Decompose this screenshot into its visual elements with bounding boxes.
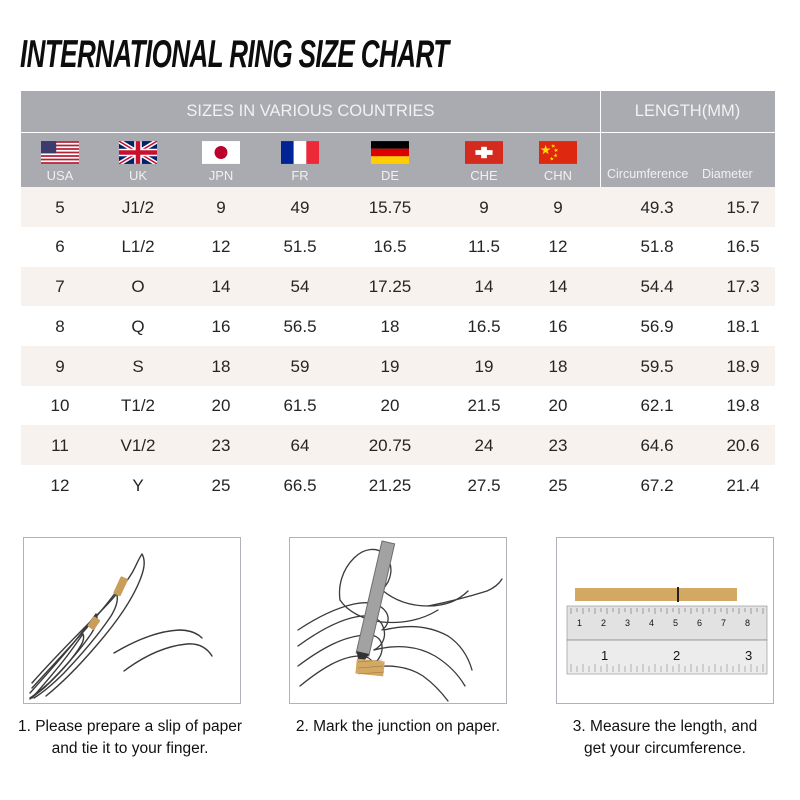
- svg-text:8: 8: [745, 618, 750, 628]
- svg-text:1: 1: [601, 648, 608, 663]
- svg-text:1: 1: [577, 618, 582, 628]
- svg-text:5: 5: [673, 618, 678, 628]
- svg-text:7: 7: [721, 618, 726, 628]
- svg-text:2: 2: [673, 648, 680, 663]
- svg-text:2: 2: [601, 618, 606, 628]
- svg-text:4: 4: [649, 618, 654, 628]
- svg-text:3: 3: [745, 648, 752, 663]
- svg-text:6: 6: [697, 618, 702, 628]
- svg-text:3: 3: [625, 618, 630, 628]
